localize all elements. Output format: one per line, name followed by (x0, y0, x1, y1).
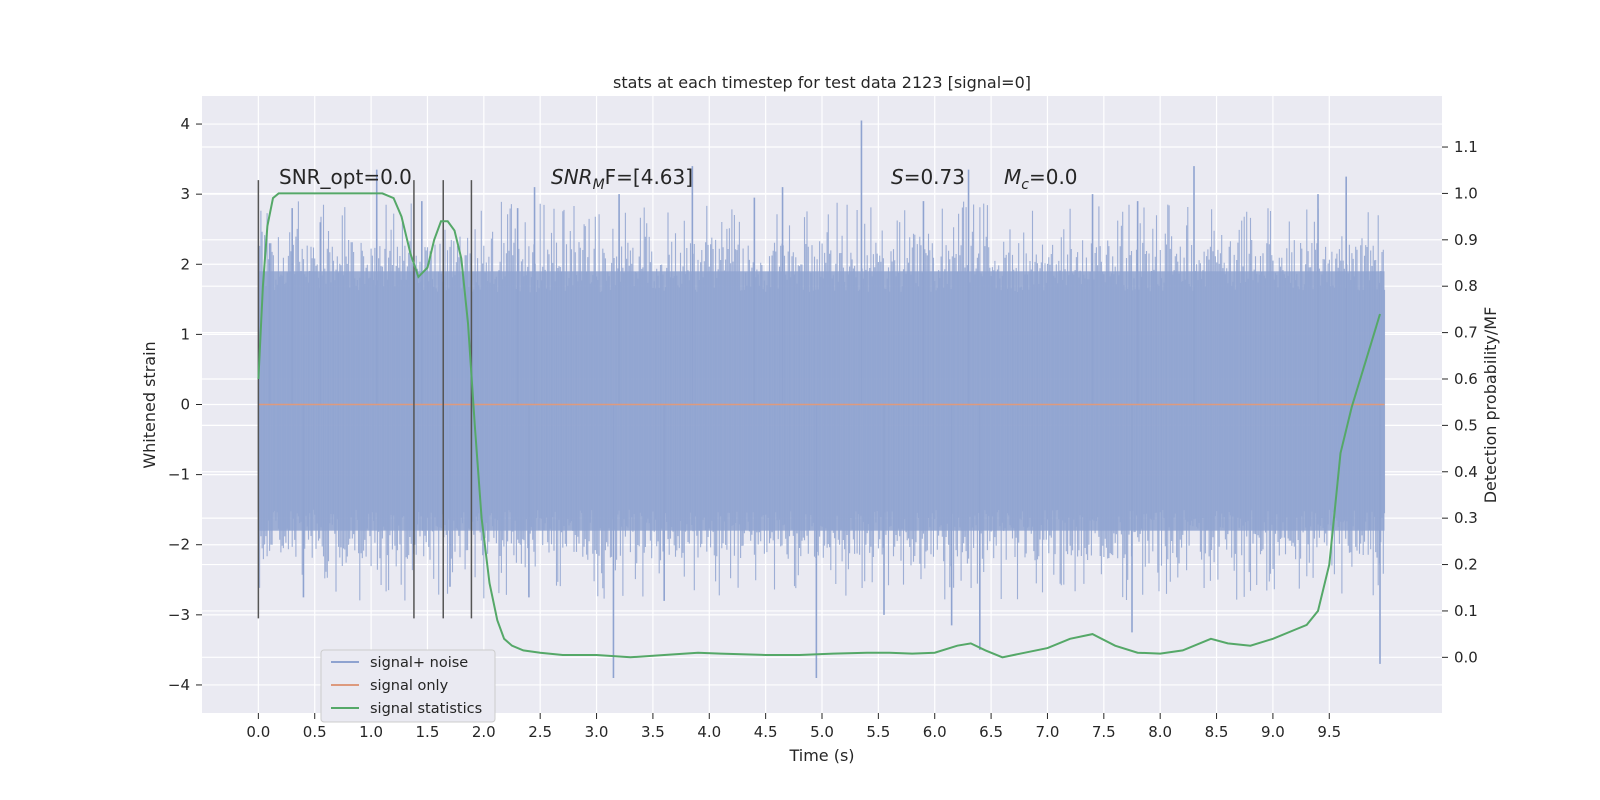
y2-tick-label: 0.8 (1454, 277, 1478, 295)
x-tick-label: 9.5 (1317, 723, 1341, 741)
x-tick-label: 0.0 (246, 723, 270, 741)
x-tick-label: 3.5 (641, 723, 665, 741)
annotation-snr-mf-value: F=[4.63] (605, 165, 693, 189)
y-axis-ticks: 4 3 2 1 0 −1 −2 −3 −4 (168, 115, 202, 694)
annotation-s-name: S (891, 165, 904, 189)
x-tick-label: 7.0 (1036, 723, 1060, 741)
y2-tick-label: 0.6 (1454, 370, 1478, 388)
y2-axis-ticks: 1.1 1.0 0.9 0.8 0.7 0.6 0.5 0.4 0.3 0.2 0.1 0.0 (1442, 138, 1478, 666)
y2-tick-label: 0.0 (1454, 648, 1478, 666)
y2-tick-label: 0.4 (1454, 463, 1478, 481)
legend-label-signal-statistics: signal statistics (370, 701, 482, 717)
y2-axis-label: Detection probability/MF (1481, 307, 1500, 504)
vertical-markers (257, 180, 473, 619)
chart-title: stats at each timestep for test data 212… (613, 73, 1031, 92)
y-axis-label: Whitened strain (140, 341, 159, 468)
y-tick-label: 3 (180, 185, 190, 203)
x-tick-label: 3.0 (585, 723, 609, 741)
series-signal-statistics-line (257, 192, 1381, 659)
x-tick-label: 2.0 (472, 723, 496, 741)
x-tick-label: 6.5 (979, 723, 1003, 741)
y-tick-label: 0 (180, 396, 190, 414)
x-tick-label: 4.0 (697, 723, 721, 741)
x-tick-label: 0.5 (303, 723, 327, 741)
x-tick-label: 2.5 (528, 723, 552, 741)
annotation-s-value: =0.73 (904, 165, 965, 189)
annotation-mc-sub: c (1021, 177, 1029, 193)
x-tick-label: 6.0 (923, 723, 947, 741)
x-tick-label: 9.0 (1261, 723, 1285, 741)
y2-tick-label: 0.2 (1454, 556, 1478, 574)
x-tick-label: 4.5 (754, 723, 778, 741)
annotation-snr-opt: SNR_opt=0.0 (279, 165, 412, 189)
y-tick-label: −1 (168, 466, 190, 484)
annotation-snr-mf-name: SNR (551, 165, 593, 189)
y-tick-label: −3 (168, 606, 190, 624)
y-tick-label: −4 (168, 676, 190, 694)
annotation-snr-mf: SNRMF=[4.63] (551, 165, 693, 193)
y2-tick-label: 0.3 (1454, 509, 1478, 527)
series-signal-noise-band (258, 271, 1385, 531)
y2-tick-label: 0.5 (1454, 416, 1478, 434)
x-tick-label: 8.0 (1148, 723, 1172, 741)
y2-tick-label: 1.0 (1454, 184, 1478, 202)
x-axis-label: Time (s) (788, 746, 854, 765)
y-tick-label: 4 (180, 115, 190, 133)
y2-tick-label: 0.7 (1454, 324, 1478, 342)
x-tick-label: 5.0 (810, 723, 834, 741)
legend-label-signal-only: signal only (370, 678, 449, 694)
legend-box (320, 649, 496, 723)
annotation-s: S=0.73 (891, 165, 965, 189)
legend: signal+ noise signal only signal statist… (320, 649, 496, 723)
x-tick-label: 5.5 (866, 723, 890, 741)
x-tick-label: 1.0 (359, 723, 383, 741)
x-tick-label: 8.5 (1205, 723, 1229, 741)
annotation-mc: Mc=0.0 (1004, 165, 1078, 193)
x-axis-ticks: 0.0 0.5 1.0 1.5 2.0 2.5 3.0 3.5 4.0 4.5 5.0 5.5 6.0 6… (246, 713, 1341, 741)
y2-tick-label: 0.9 (1454, 231, 1478, 249)
annotation-mc-value: =0.0 (1029, 165, 1078, 189)
annotation-snr-mf-sub: M (593, 177, 605, 193)
y2-tick-label: 0.1 (1454, 602, 1478, 620)
x-tick-label: 7.5 (1092, 723, 1116, 741)
legend-label-signal-noise: signal+ noise (370, 655, 468, 671)
x-tick-label: 1.5 (416, 723, 440, 741)
y-tick-label: 1 (180, 325, 190, 343)
y-tick-label: −2 (168, 536, 190, 554)
y2-tick-label: 1.1 (1454, 138, 1478, 156)
annotation-mc-name: M (1004, 165, 1021, 189)
y-tick-label: 2 (180, 255, 190, 273)
